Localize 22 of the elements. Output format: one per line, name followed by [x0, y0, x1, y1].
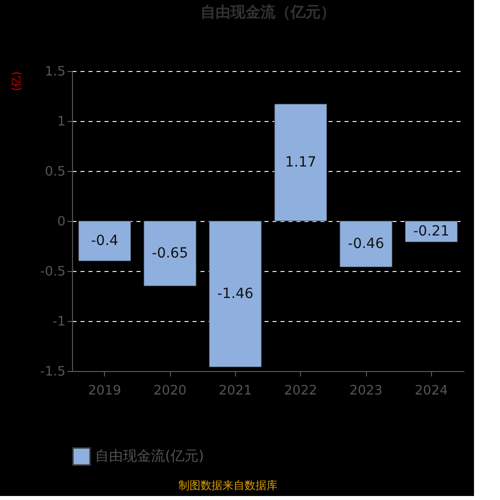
data-label: -0.4	[91, 233, 118, 249]
x-tick-label: 2024	[414, 384, 448, 398]
data-label: -0.65	[152, 246, 188, 262]
y-tick-label: -1	[52, 314, 66, 330]
x-tick-label: 2023	[349, 384, 383, 398]
y-tick-label: -1.5	[40, 364, 66, 380]
data-label: -0.21	[413, 224, 450, 240]
y-tick-label: 1.5	[44, 64, 66, 80]
x-tick-label: 2021	[218, 384, 252, 398]
y-axis-title: (亿)	[10, 72, 24, 92]
legend-label: 自由现金流(亿元)	[95, 448, 204, 464]
text: 制图数据来自数据库	[178, 479, 278, 492]
data-label: -0.46	[348, 236, 384, 252]
y-tick-label: 1	[57, 114, 66, 130]
y-tick-label: 0	[57, 214, 66, 230]
y-tick-label: -0.5	[40, 264, 66, 280]
data-label: -1.46	[217, 286, 254, 302]
y-tick-label: 0.5	[44, 164, 66, 180]
x-tick-label: 2020	[153, 384, 187, 398]
x-tick-label: 2022	[284, 384, 318, 398]
data-label: 1.17	[285, 154, 316, 170]
x-tick-label: 2019	[88, 384, 122, 398]
